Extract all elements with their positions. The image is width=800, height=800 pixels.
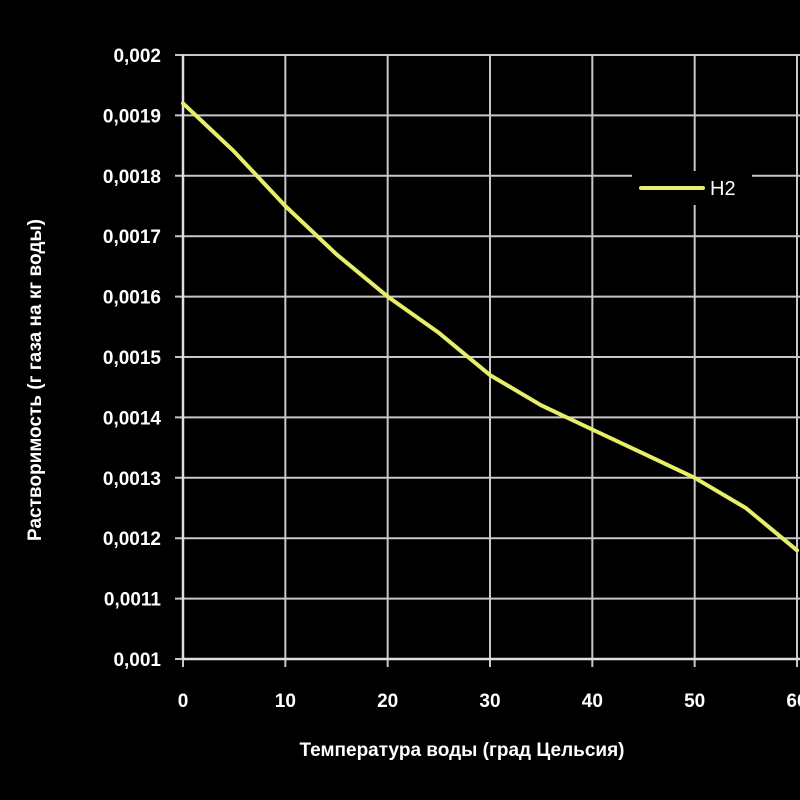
y-tick-label: 0,0016 (103, 288, 161, 309)
x-tick-label: 0 (178, 691, 189, 712)
y-tick-label: 0,0018 (103, 167, 161, 188)
tick-labels: 0,001 0,0011 0,0012 0,0013 0,0014 0,0015 0,001… (103, 46, 800, 712)
x-tick-label: 10 (275, 691, 296, 712)
series-line-h2 (181, 101, 799, 553)
y-tick-label: 0,002 (113, 46, 161, 67)
y-tick-label: 0,001 (113, 650, 161, 671)
x-tick-label: 60 (786, 691, 800, 712)
x-axis-title: Температура воды (град Цельсия) (300, 740, 625, 761)
y-tick-label: 0,0014 (103, 408, 162, 429)
y-tick-label: 0,0015 (103, 348, 162, 369)
x-tick-label: 40 (582, 691, 603, 712)
y-tick-label: 0,0011 (104, 590, 161, 611)
legend-label: H2 (710, 178, 736, 200)
x-tick-label: 20 (377, 691, 398, 712)
y-tick-label: 0,0012 (103, 529, 161, 550)
grid (175, 54, 800, 667)
x-tick-label: 30 (479, 691, 500, 712)
x-tick-label: 50 (684, 691, 705, 712)
y-tick-label: 0,0017 (103, 227, 161, 248)
legend: H2 (632, 171, 752, 205)
y-tick-label: 0,0019 (103, 106, 161, 127)
y-axis-title: Растворимость (г газа на кг воды) (25, 219, 46, 541)
y-tick-label: 0,0013 (103, 469, 161, 490)
series (181, 101, 799, 553)
axes (181, 55, 800, 661)
